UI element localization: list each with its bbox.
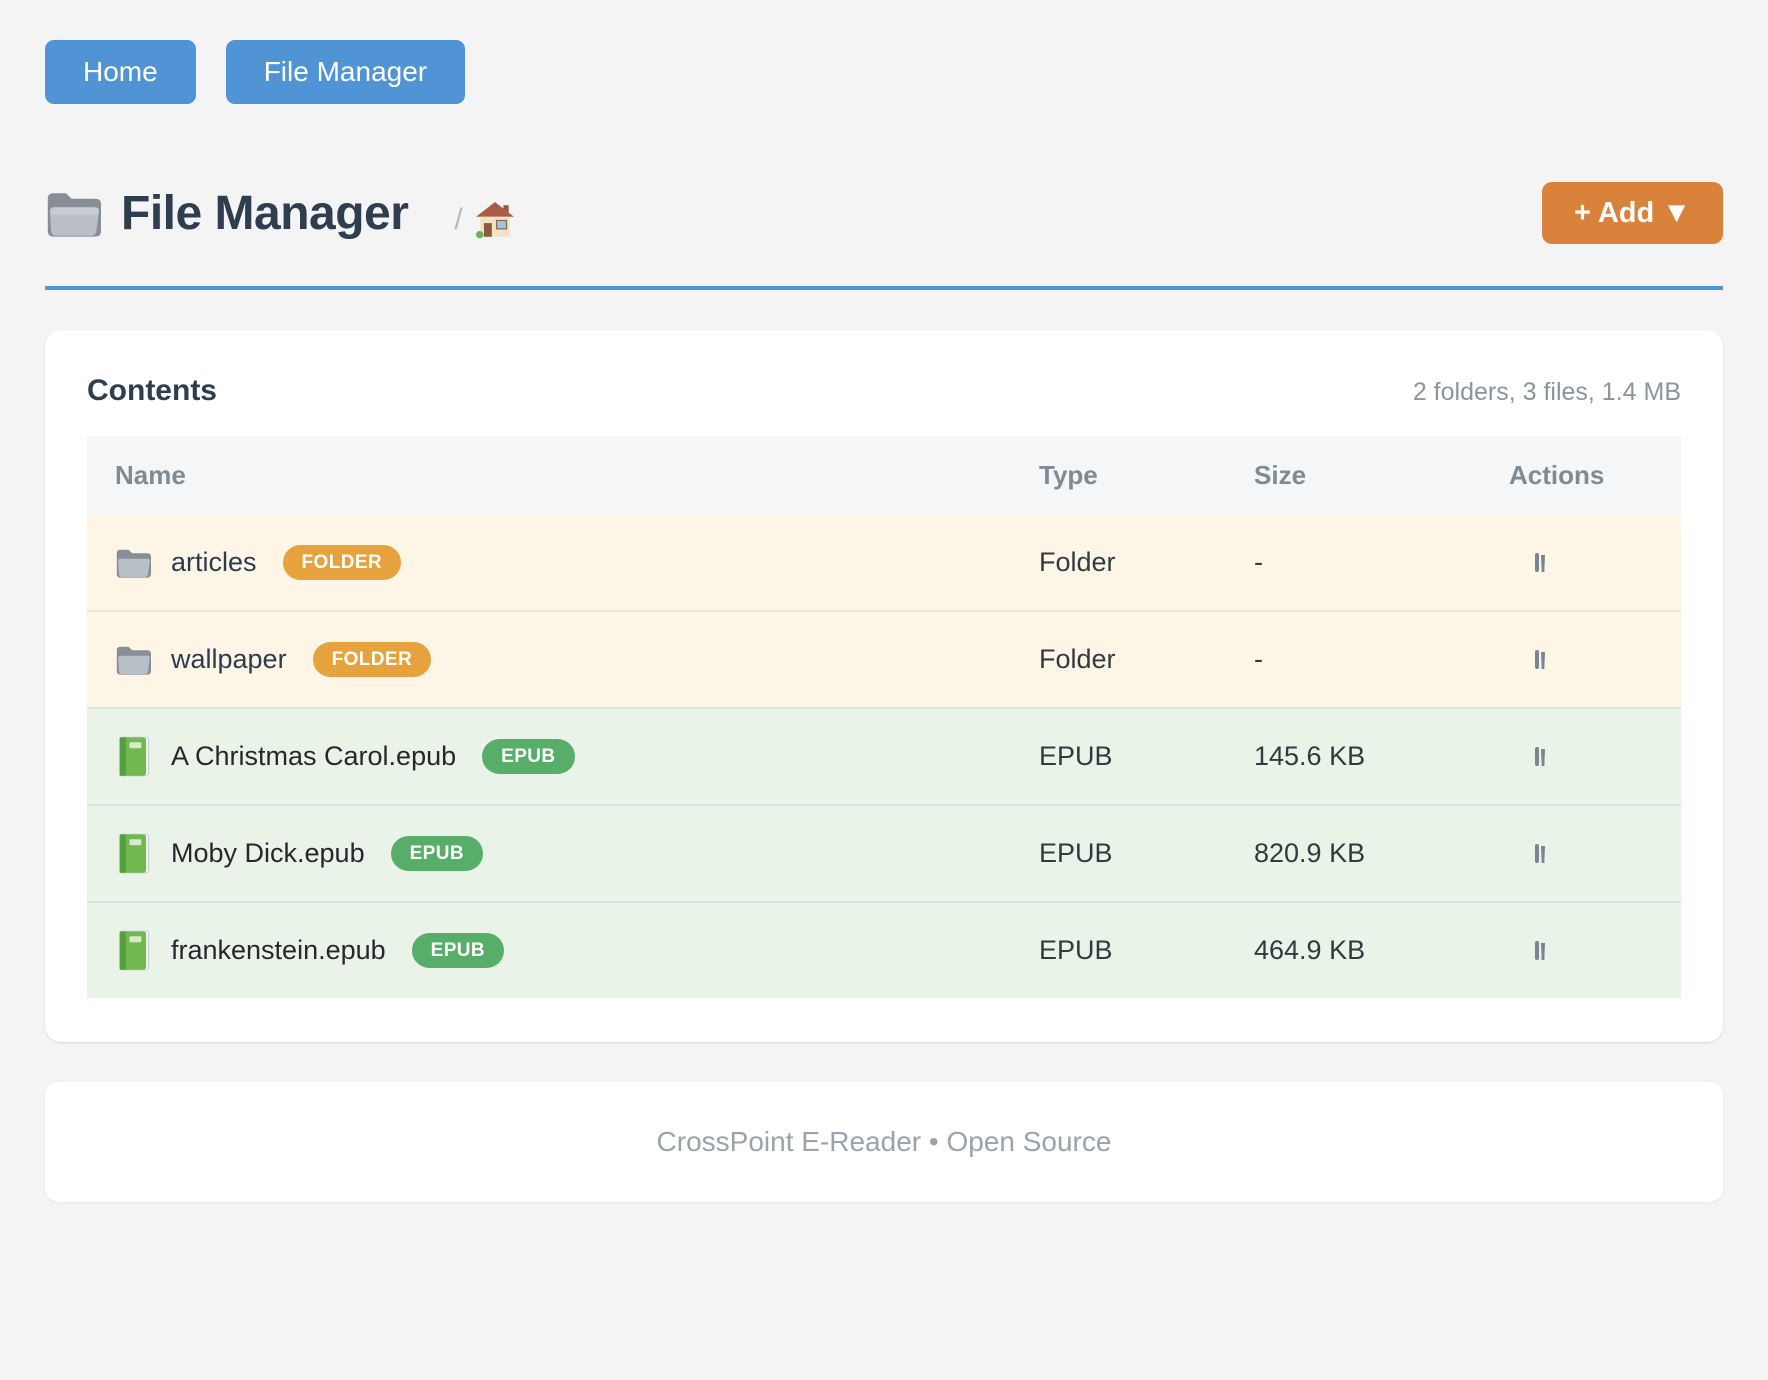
size-cell: 464.9 KB <box>1254 935 1366 965</box>
delete-button[interactable] <box>1523 941 1559 960</box>
folder-icon <box>115 547 151 579</box>
size-cell: 145.6 KB <box>1254 741 1366 771</box>
header-divider <box>45 286 1723 290</box>
footer-text: CrossPoint E-Reader • Open Source <box>656 1126 1112 1157</box>
contents-summary: 2 folders, 3 files, 1.4 MB <box>1412 378 1681 406</box>
type-badge: EPUB <box>482 739 575 774</box>
table-row: Moby Dick.epub EPUB EPUB 820.9 KB <box>87 805 1681 902</box>
wastebasket-icon <box>1523 747 1559 766</box>
file-name[interactable]: articles <box>171 547 257 577</box>
page-header: File Manager / + Add ▼ <box>45 182 1723 244</box>
contents-card: Contents 2 folders, 3 files, 1.4 MB Name… <box>45 330 1723 1042</box>
type-badge: EPUB <box>390 836 483 871</box>
file-name[interactable]: Moby Dick.epub <box>171 838 365 868</box>
column-header-size: Size <box>1226 436 1481 515</box>
nav-home-button[interactable]: Home <box>45 40 196 104</box>
delete-button[interactable] <box>1523 747 1559 766</box>
type-cell: EPUB <box>1039 741 1113 771</box>
file-name[interactable]: wallpaper <box>171 644 287 674</box>
green-book-icon <box>115 930 151 971</box>
type-badge: EPUB <box>411 933 505 968</box>
size-cell: - <box>1254 547 1263 577</box>
footer: CrossPoint E-Reader • Open Source <box>45 1082 1723 1202</box>
size-cell: 820.9 KB <box>1254 838 1366 868</box>
top-nav: Home File Manager <box>45 40 1723 104</box>
wastebasket-icon <box>1523 941 1559 960</box>
type-cell: EPUB <box>1039 935 1113 965</box>
wastebasket-icon <box>1523 844 1559 863</box>
file-name[interactable]: A Christmas Carol.epub <box>171 741 457 771</box>
green-book-icon <box>115 833 151 874</box>
green-book-icon <box>115 736 151 777</box>
column-header-name: Name <box>87 436 1011 515</box>
size-cell: - <box>1254 644 1263 674</box>
page-title: File Manager <box>121 186 409 240</box>
type-badge: FOLDER <box>312 642 432 677</box>
folder-icon <box>115 644 151 676</box>
type-cell: Folder <box>1039 644 1116 674</box>
breadcrumb-separator: / <box>454 203 463 236</box>
type-badge: FOLDER <box>282 545 402 580</box>
add-button[interactable]: + Add ▼ <box>1541 182 1723 244</box>
card-title: Contents <box>87 374 217 407</box>
table-row: articles FOLDER Folder - <box>87 515 1681 611</box>
table-row: A Christmas Carol.epub EPUB EPUB 145.6 K… <box>87 708 1681 805</box>
breadcrumb: / <box>454 201 514 239</box>
type-cell: EPUB <box>1039 838 1113 868</box>
files-table: Name Type Size Actions <box>87 436 1681 998</box>
table-header-row: Name Type Size Actions <box>87 436 1681 515</box>
wastebasket-icon <box>1523 650 1559 669</box>
delete-button[interactable] <box>1523 844 1559 863</box>
delete-button[interactable] <box>1523 553 1559 572</box>
table-row: wallpaper FOLDER Folder - <box>87 611 1681 708</box>
type-cell: Folder <box>1039 547 1116 577</box>
column-header-type: Type <box>1011 436 1226 515</box>
table-row: frankenstein.epub EPUB EPUB 464.9 KB <box>87 902 1681 998</box>
delete-button[interactable] <box>1523 650 1559 669</box>
column-header-actions: Actions <box>1481 436 1681 515</box>
nav-file-manager-button[interactable]: File Manager <box>225 40 466 104</box>
folder-icon <box>45 189 101 237</box>
file-name[interactable]: frankenstein.epub <box>171 935 386 965</box>
home-icon[interactable] <box>475 201 515 239</box>
wastebasket-icon <box>1523 553 1559 572</box>
